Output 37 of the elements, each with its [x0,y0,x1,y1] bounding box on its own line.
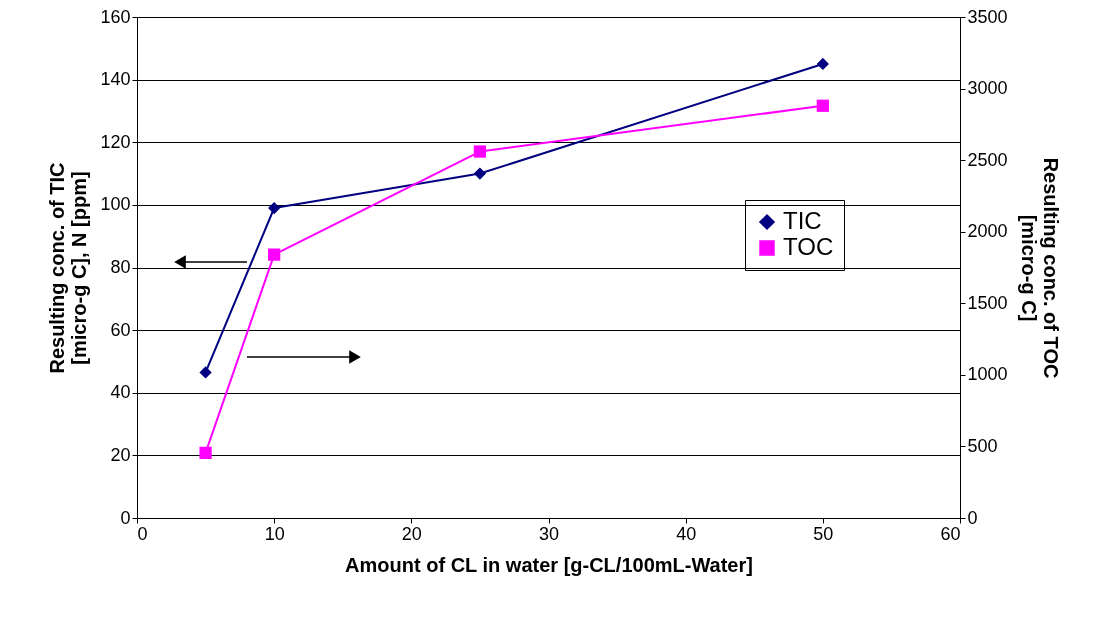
y2-tick-label: 2000 [967,221,1008,242]
legend-label: TOC [783,233,834,260]
legend-label: TIC [783,207,822,234]
y-tick-label: 140 [100,69,131,90]
y2-tick-label: 1000 [967,364,1008,385]
point [199,366,212,379]
point [199,446,212,459]
point [268,248,281,261]
y2-tick-label: 2500 [967,149,1008,170]
y-tick-label: 120 [100,131,131,152]
point [816,99,829,112]
point [816,57,829,71]
y2-tick-label: 500 [967,435,998,456]
x-tick-label: 60 [940,523,961,544]
x-tick-label: 10 [264,523,285,544]
y-tick-label: 160 [100,6,131,27]
y-axis-title: Resulting conc. of TIC [micro-g C], N [ppm] [46,162,91,374]
y-tick-label: 80 [110,257,131,277]
x-axis-title: Amount of CL in water [g-CL/100mL-Water] [345,553,753,576]
y2-tick-label: 3000 [967,78,1008,99]
x-tick-label: 0 [137,523,148,544]
y-tick-label: 0 [120,507,131,528]
y2-axis-title: Resulting conc. of TOC [micro-g C] [1017,157,1062,379]
y-tick-label: 20 [110,444,131,465]
point [268,201,281,215]
y2-tick-label: 0 [967,507,978,528]
y2-tick-label: 1500 [967,292,1008,313]
x-tick-label: 30 [538,523,560,544]
y-tick-label: 60 [110,319,131,340]
y-tick-label: 100 [100,194,131,215]
y2-tick-label: 3500 [967,6,1008,27]
x-tick-label: 50 [813,523,834,544]
point [473,167,487,180]
x-tick-label: 20 [401,523,422,544]
y-tick-label: 40 [110,382,131,403]
x-tick-label: 40 [676,523,697,544]
point [473,145,487,158]
